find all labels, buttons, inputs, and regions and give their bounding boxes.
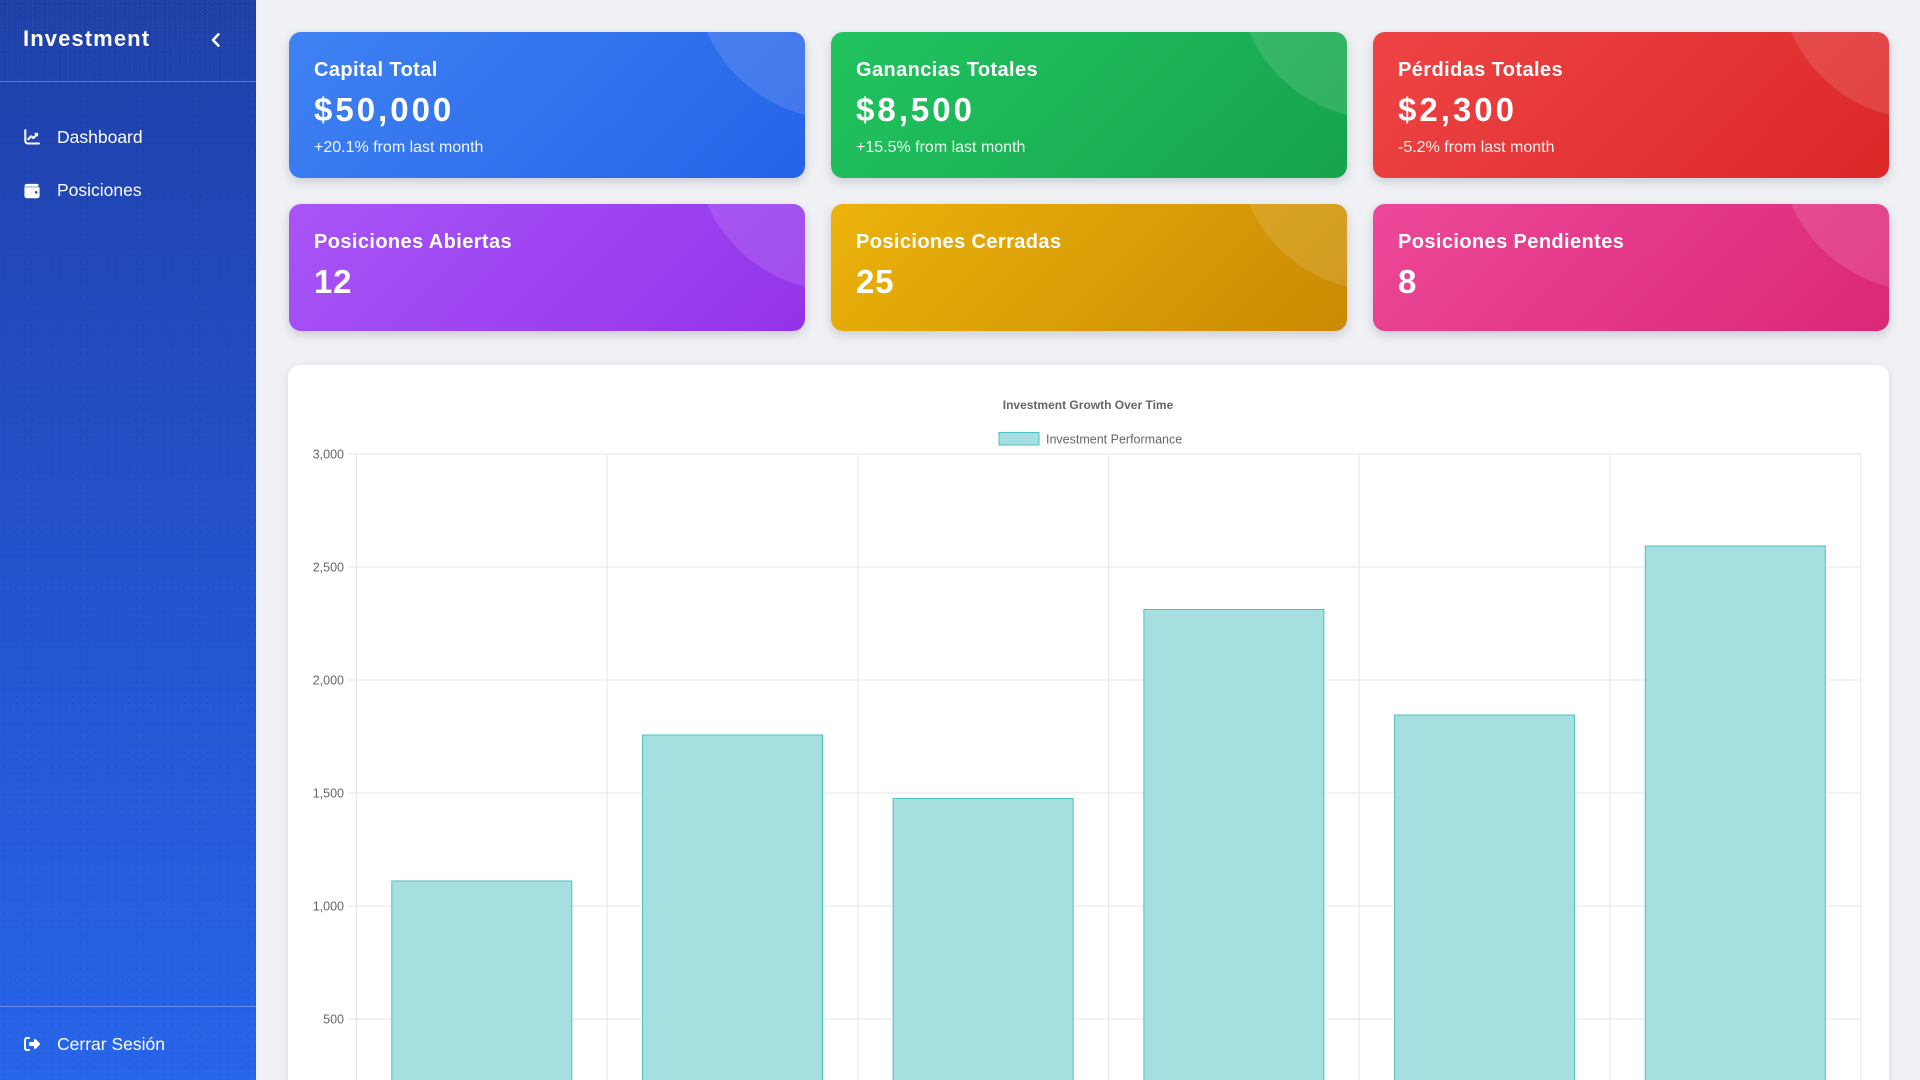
svg-text:Investment Growth Over Time: Investment Growth Over Time (1003, 398, 1174, 412)
svg-text:1,000: 1,000 (313, 900, 344, 914)
svg-text:2,000: 2,000 (313, 674, 344, 688)
svg-text:500: 500 (323, 1013, 344, 1027)
svg-text:Investment Performance: Investment Performance (1046, 433, 1182, 447)
svg-text:1,500: 1,500 (313, 787, 344, 801)
svg-text:3,000: 3,000 (313, 448, 344, 462)
svg-text:2,500: 2,500 (313, 561, 344, 575)
